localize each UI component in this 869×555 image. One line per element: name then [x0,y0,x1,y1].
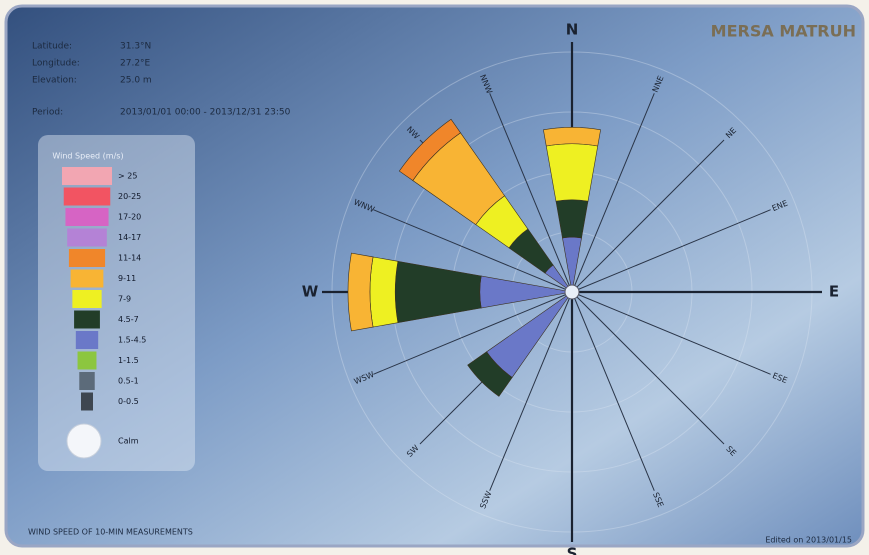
wind-segment [543,126,601,147]
legend-box [38,135,195,471]
direction-line [373,209,573,293]
legend-label: 9-11 [118,274,136,283]
wind-segment [369,256,399,328]
legend-label: > 25 [118,172,137,181]
legend-label: 7-9 [118,295,131,304]
direction-line [571,209,771,293]
direction-line [571,139,725,293]
legend-swatch [75,331,99,349]
legend-label: 11-14 [118,254,141,263]
legend-swatch [72,290,102,308]
compass-letter: E [829,283,839,301]
info-value: 2013/01/01 00:00 - 2013/12/31 23:50 [120,108,291,118]
direction-line [489,93,573,293]
direction-line [489,291,573,491]
direction-line [373,291,573,375]
wind-segment [467,351,513,397]
legend-label: 1.5-4.5 [118,336,146,345]
legend-swatch [65,208,109,226]
legend-label: 17-20 [118,213,141,222]
direction-line [571,291,655,491]
info-value: 25.0 m [120,76,152,86]
info-label: Longitude: [32,59,80,69]
legend-swatch [70,269,104,288]
footer-left: WIND SPEED OF 10-MIN MEASUREMENTS [28,528,193,537]
calm-label: Calm [118,437,139,446]
legend-label: 1-1.5 [118,356,139,365]
wind-segment [398,118,461,181]
info-label: Period: [32,108,63,118]
legend-swatch [62,167,112,185]
legend-swatch [77,351,97,370]
legend-swatch [67,228,107,247]
legend-swatch [63,187,111,206]
center [564,284,580,300]
legend-swatch [81,392,93,411]
footer-right: Edited on 2013/01/15 [765,536,852,545]
info-label: Latitude: [32,42,72,52]
calm-swatch [66,423,102,459]
legend-title: Wind Speed (m/s) [52,152,123,161]
info-value: 27.2°E [120,59,151,69]
legend-label: 20-25 [118,192,141,201]
direction-line [571,291,771,375]
legend-swatch [74,310,100,329]
compass-letter: W [302,283,319,301]
direction-line [571,93,655,293]
wind-segment [347,252,374,332]
station-name: MERSA MATRUH [711,22,856,41]
direction-line [571,291,725,445]
compass-letter: S [567,545,578,555]
info-label: Elevation: [32,76,77,86]
info-value: 31.3°N [120,42,151,52]
legend-label: 0.5-1 [118,377,139,386]
legend-label: 0-0.5 [118,397,139,406]
compass-letter: N [566,21,579,39]
legend-label: 14-17 [118,233,141,242]
legend-label: 4.5-7 [118,315,139,324]
legend-swatch [79,372,95,390]
legend-swatch [68,249,106,267]
